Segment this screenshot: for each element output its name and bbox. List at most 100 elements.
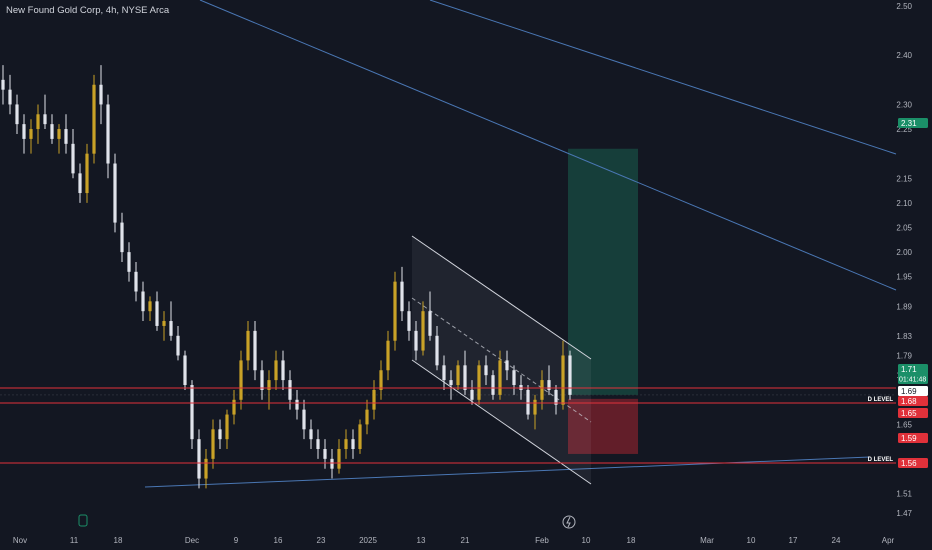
candle-body	[274, 360, 278, 381]
candle-body	[540, 380, 544, 400]
time-axis[interactable]: Nov 11 18 Dec 9 16 23 2025 13 21 Feb 10 18 Mar 10 17 24 A…	[13, 536, 895, 545]
candle-body	[435, 335, 439, 366]
candle-body	[288, 380, 292, 400]
level-label: D LEVEL	[868, 457, 894, 463]
candle-body	[554, 389, 558, 405]
candle-body	[267, 380, 271, 390]
price-tick-label: 1.51	[896, 489, 912, 498]
candle-body	[15, 104, 19, 125]
price-tick-label: 2.25	[896, 125, 912, 134]
candle-body	[442, 365, 446, 381]
time-tick-label: 10	[747, 536, 756, 545]
time-tick-label: 24	[832, 536, 841, 545]
time-tick-label: 11	[70, 536, 79, 545]
candle-body	[344, 439, 348, 450]
candle-body	[407, 311, 411, 331]
price-tick-label: 1.65	[896, 420, 912, 429]
candle-body	[211, 429, 215, 459]
upper-trend-line	[199, 0, 897, 291]
time-tick-label: 17	[789, 536, 798, 545]
candle-body	[337, 449, 341, 469]
time-tick-label: 16	[274, 536, 283, 545]
price-tick-label: 2.40	[896, 51, 912, 60]
candle-body	[491, 375, 495, 395]
candle-body	[99, 84, 103, 105]
candle-body	[36, 114, 40, 130]
candle-body	[561, 355, 565, 405]
candle-body	[533, 399, 537, 415]
candle-body	[316, 439, 320, 450]
candle-body	[463, 365, 467, 390]
candle-body	[477, 365, 481, 400]
price-tick-label: 1.89	[896, 302, 912, 311]
price-tick-label: 2.30	[896, 100, 912, 109]
candle-body	[246, 330, 250, 361]
time-tick-label: 2025	[359, 536, 377, 545]
candle-body	[218, 429, 222, 440]
candle-body	[456, 365, 460, 386]
price-tick-label: 1.83	[896, 332, 912, 341]
candle-body	[162, 321, 166, 326]
candle-body	[141, 291, 145, 312]
candle-body	[225, 414, 229, 440]
candle-body	[365, 409, 369, 425]
candle-body	[358, 424, 362, 450]
price-tick-label: 1.79	[896, 351, 912, 360]
price-tick-label: 2.50	[896, 2, 912, 11]
time-tick-label: 18	[627, 536, 636, 545]
candle-body	[302, 409, 306, 430]
candle-body	[197, 439, 201, 479]
price-tick-label: 1.95	[896, 273, 912, 282]
level-price-tag-2: 1.68	[901, 397, 917, 406]
candle-body	[183, 355, 187, 386]
candle-body	[232, 399, 236, 415]
time-tick-label: 21	[461, 536, 470, 545]
level-price-tag-1: 1.69	[901, 387, 917, 396]
time-tick-label: Apr	[882, 536, 895, 545]
support-trend-line	[144, 456, 871, 488]
level-price-tag-1-bg	[898, 386, 928, 396]
target-zone	[568, 148, 638, 395]
current-price-tag: 1.71	[901, 365, 917, 374]
candle-body	[519, 385, 523, 390]
candle-body	[29, 129, 33, 139]
candle-body	[169, 321, 173, 336]
candle-body	[323, 449, 327, 459]
candle-body	[547, 380, 551, 390]
candles	[1, 65, 572, 489]
chart-title: New Found Gold Corp, 4h, NYSE Arca	[6, 5, 170, 16]
target-price-tag: 2.31	[901, 119, 917, 128]
candle-body	[22, 124, 26, 139]
level-label: D LEVEL	[868, 397, 894, 403]
candle-body	[414, 330, 418, 351]
time-tick-label: Nov	[13, 536, 27, 545]
price-tick-label: 1.47	[896, 509, 912, 518]
time-tick-label: 10	[582, 536, 591, 545]
level-lines: D LEVEL D LEVEL	[0, 387, 896, 464]
price-axis[interactable]: 2.50 2.40 2.30 2.25 2.15 2.10 2.05 2.00 1.95 1.89…	[896, 2, 912, 518]
chart-icons	[78, 514, 576, 529]
candle-body	[372, 389, 376, 410]
level-price-tag-3: 1.65	[901, 409, 917, 418]
level-price-tag-2-bg	[898, 396, 928, 406]
stop-zone	[568, 398, 638, 454]
candle-body	[106, 104, 110, 164]
candle-body	[386, 340, 390, 371]
candle-body	[330, 458, 334, 469]
candle-body	[253, 330, 257, 371]
time-tick-label: 18	[114, 536, 123, 545]
candle-body	[428, 311, 432, 336]
candle-body	[1, 79, 5, 90]
candle-body	[449, 380, 453, 386]
candle-body	[204, 458, 208, 479]
time-tick-label: 13	[417, 536, 426, 545]
candle-body	[470, 389, 474, 400]
candle-body	[421, 311, 425, 351]
position-zones	[568, 148, 638, 454]
time-tick-label: Dec	[185, 536, 199, 545]
candle-body	[71, 143, 75, 174]
candle-body	[351, 439, 355, 450]
candle-body	[50, 124, 54, 139]
price-tags: 2.31 1.71 01:41:48 1.691.68 1.65 1.59 1.56	[898, 118, 928, 468]
